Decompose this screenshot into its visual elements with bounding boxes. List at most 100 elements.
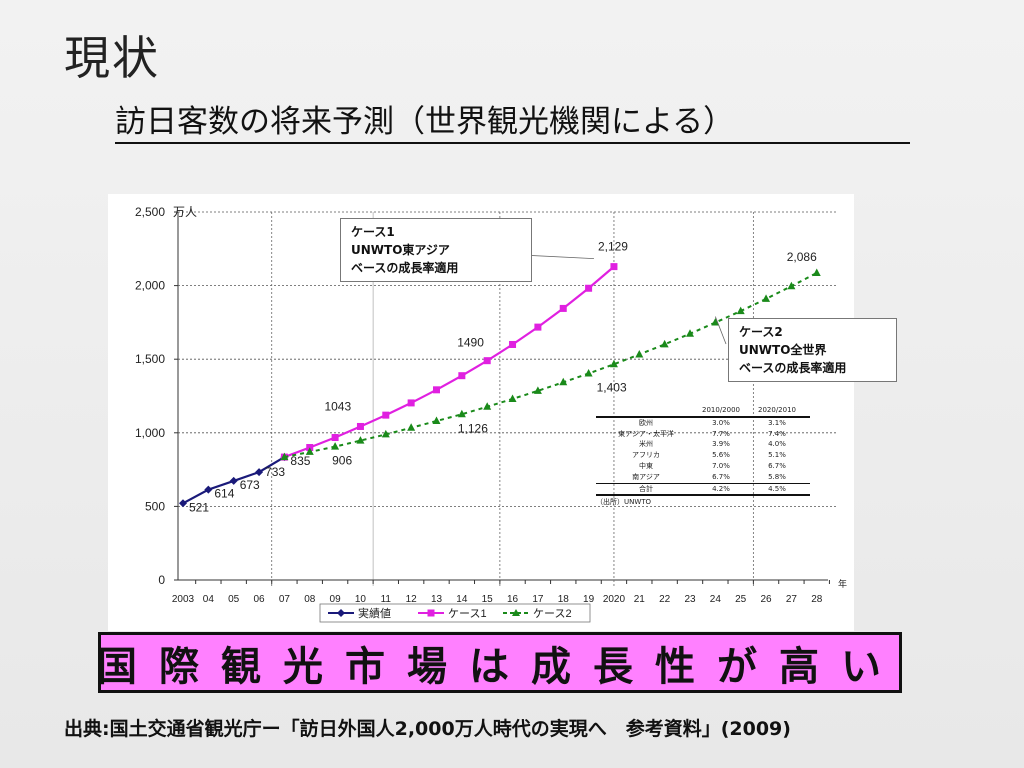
legend-marker [512, 609, 520, 616]
point-実績値 [179, 499, 187, 508]
point-ケース2 [483, 402, 492, 410]
series-line-ケース2 [284, 272, 818, 459]
y-tick-label: 1,500 [135, 352, 165, 366]
x-tick-label: 05 [228, 594, 240, 605]
x-tick-label: 2003 [172, 594, 195, 605]
growth-table-value: 4.0% [768, 440, 786, 449]
x-tick-label: 10 [355, 594, 367, 605]
growth-table-header-2020-2010: 2020/2010 [758, 406, 796, 414]
point-ケース2 [787, 281, 796, 290]
x-tick-label: 04 [203, 594, 215, 605]
growth-table-header-region [596, 405, 696, 416]
headline-banner: 国際観光市場は成長性が高い [97, 632, 902, 693]
callout-case1-line-1: ケース1 [351, 225, 395, 239]
point-ケース1 [407, 399, 415, 407]
point-ケース2 [635, 349, 644, 358]
point-ケース2 [660, 339, 669, 348]
growth-rate-table: 2010/2000 2020/2010 欧州 3.0% 3.1% 東アジア・太平… [596, 405, 810, 508]
x-tick-label: 22 [659, 594, 671, 605]
growth-table-value: 3.9% [712, 440, 730, 449]
callout-case1-line-3: ベースの成長率適用 [351, 261, 459, 275]
growth-table-value: 5.6% [712, 451, 730, 460]
growth-table-value: 5.8% [768, 472, 786, 481]
data-label: 2,086 [787, 250, 817, 264]
growth-table-region: 東アジア・太平洋 [618, 429, 674, 438]
growth-table-row: 東アジア・太平洋 7.7% 7.4% [596, 429, 810, 440]
callout-case1: ケース1 UNWTO東アジア ベースの成長率適用 [340, 218, 532, 282]
callout-case1-line-2: UNWTO東アジア [351, 243, 450, 257]
growth-table-row: アフリカ 5.6% 5.1% [596, 450, 810, 461]
data-label: 835 [290, 454, 310, 468]
data-label: 733 [265, 465, 285, 479]
y-tick-label: 500 [145, 499, 165, 513]
x-tick-label: 23 [684, 594, 696, 605]
point-ケース2 [559, 377, 568, 386]
chart-panel: 0 500 1,000 1,500 2,000 2,500 万人 2003 04 05 06 07 08… [108, 194, 897, 631]
point-ケース2 [736, 306, 745, 315]
point-ケース2 [609, 359, 618, 368]
point-ケース2 [711, 318, 720, 326]
callout-case2-pointer [714, 316, 727, 345]
growth-table-total-value: 4.5% [768, 484, 786, 493]
growth-table-value: 3.1% [768, 418, 786, 427]
x-tick-label: 2020 [603, 594, 626, 605]
legend-box [319, 603, 591, 623]
data-label: 906 [332, 454, 352, 468]
x-tick-label: 09 [330, 594, 342, 605]
slide-subtitle: 訪日客数の将来予測（世界観光機関による） [115, 96, 910, 144]
point-ケース1 [534, 323, 542, 331]
growth-table-region: アフリカ [632, 451, 660, 460]
x-tick-label: 21 [634, 594, 646, 605]
point-ケース2 [508, 394, 517, 402]
point-ケース1 [331, 434, 339, 442]
series-line-ケース1 [284, 265, 615, 459]
x-tick-label: 12 [406, 594, 418, 605]
point-ケース2 [533, 386, 542, 394]
growth-table-region: 南アジア [632, 472, 660, 481]
x-axis-unit-label: 年 [838, 578, 847, 589]
growth-table-region: 米州 [639, 440, 653, 449]
data-label: 673 [240, 478, 260, 492]
callout-case2: ケース2 UNWTO全世界 ベースの成長率適用 [728, 318, 897, 382]
growth-table-row: 米州 3.9% 4.0% [596, 439, 810, 450]
point-ケース2 [686, 329, 694, 337]
y-tick-label: 0 [158, 573, 165, 587]
x-tick-label: 19 [583, 594, 595, 605]
data-label: 521 [189, 500, 209, 514]
callout-case2-line-1: ケース2 [739, 325, 783, 339]
growth-table-value: 6.7% [712, 472, 730, 481]
growth-table-value: 3.0% [712, 418, 730, 427]
x-tick-label: 24 [710, 594, 722, 605]
point-ケース2 [305, 447, 314, 455]
data-label: 614 [214, 487, 234, 501]
growth-table-value: 7.7% [712, 429, 730, 438]
x-tick-label: 06 [253, 594, 265, 605]
source-citation: 出典:国土交通省観光庁ー「訪日外国人2,000万人時代の実現へ 参考資料」(20… [64, 718, 791, 740]
growth-table-value: 7.0% [712, 461, 730, 470]
legend-marker [337, 609, 345, 617]
point-ケース2 [407, 423, 416, 431]
growth-table-row: 欧州 3.0% 3.1% [596, 418, 810, 429]
x-tick-label: 13 [431, 594, 443, 605]
callout-case2-line-2: UNWTO全世界 [739, 343, 827, 357]
growth-table-value: 7.4% [768, 429, 786, 438]
legend-label: ケース2 [533, 607, 572, 620]
growth-table-source: （出所）UNWTO [596, 498, 652, 507]
x-tick-label: 07 [279, 594, 291, 605]
line-chart: 0 500 1,000 1,500 2,000 2,500 万人 2003 04 05 06 07 08… [135, 205, 847, 623]
growth-table-value: 6.7% [768, 461, 786, 470]
point-ケース2 [331, 442, 340, 450]
point-ケース2 [280, 452, 289, 461]
y-tick-label: 2,500 [135, 205, 165, 219]
point-ケース2 [432, 416, 441, 425]
x-tick-label: 18 [558, 594, 570, 605]
point-ケース2 [381, 429, 390, 438]
x-tick-label: 14 [456, 594, 468, 605]
point-実績値 [204, 485, 213, 494]
point-ケース2 [356, 436, 365, 444]
growth-table-header: 2010/2000 2020/2010 [596, 405, 810, 418]
slide-heading: 現状 [64, 31, 160, 85]
x-tick-label: 25 [735, 594, 747, 605]
legend-label: ケース1 [448, 607, 487, 620]
point-ケース2 [812, 268, 821, 276]
